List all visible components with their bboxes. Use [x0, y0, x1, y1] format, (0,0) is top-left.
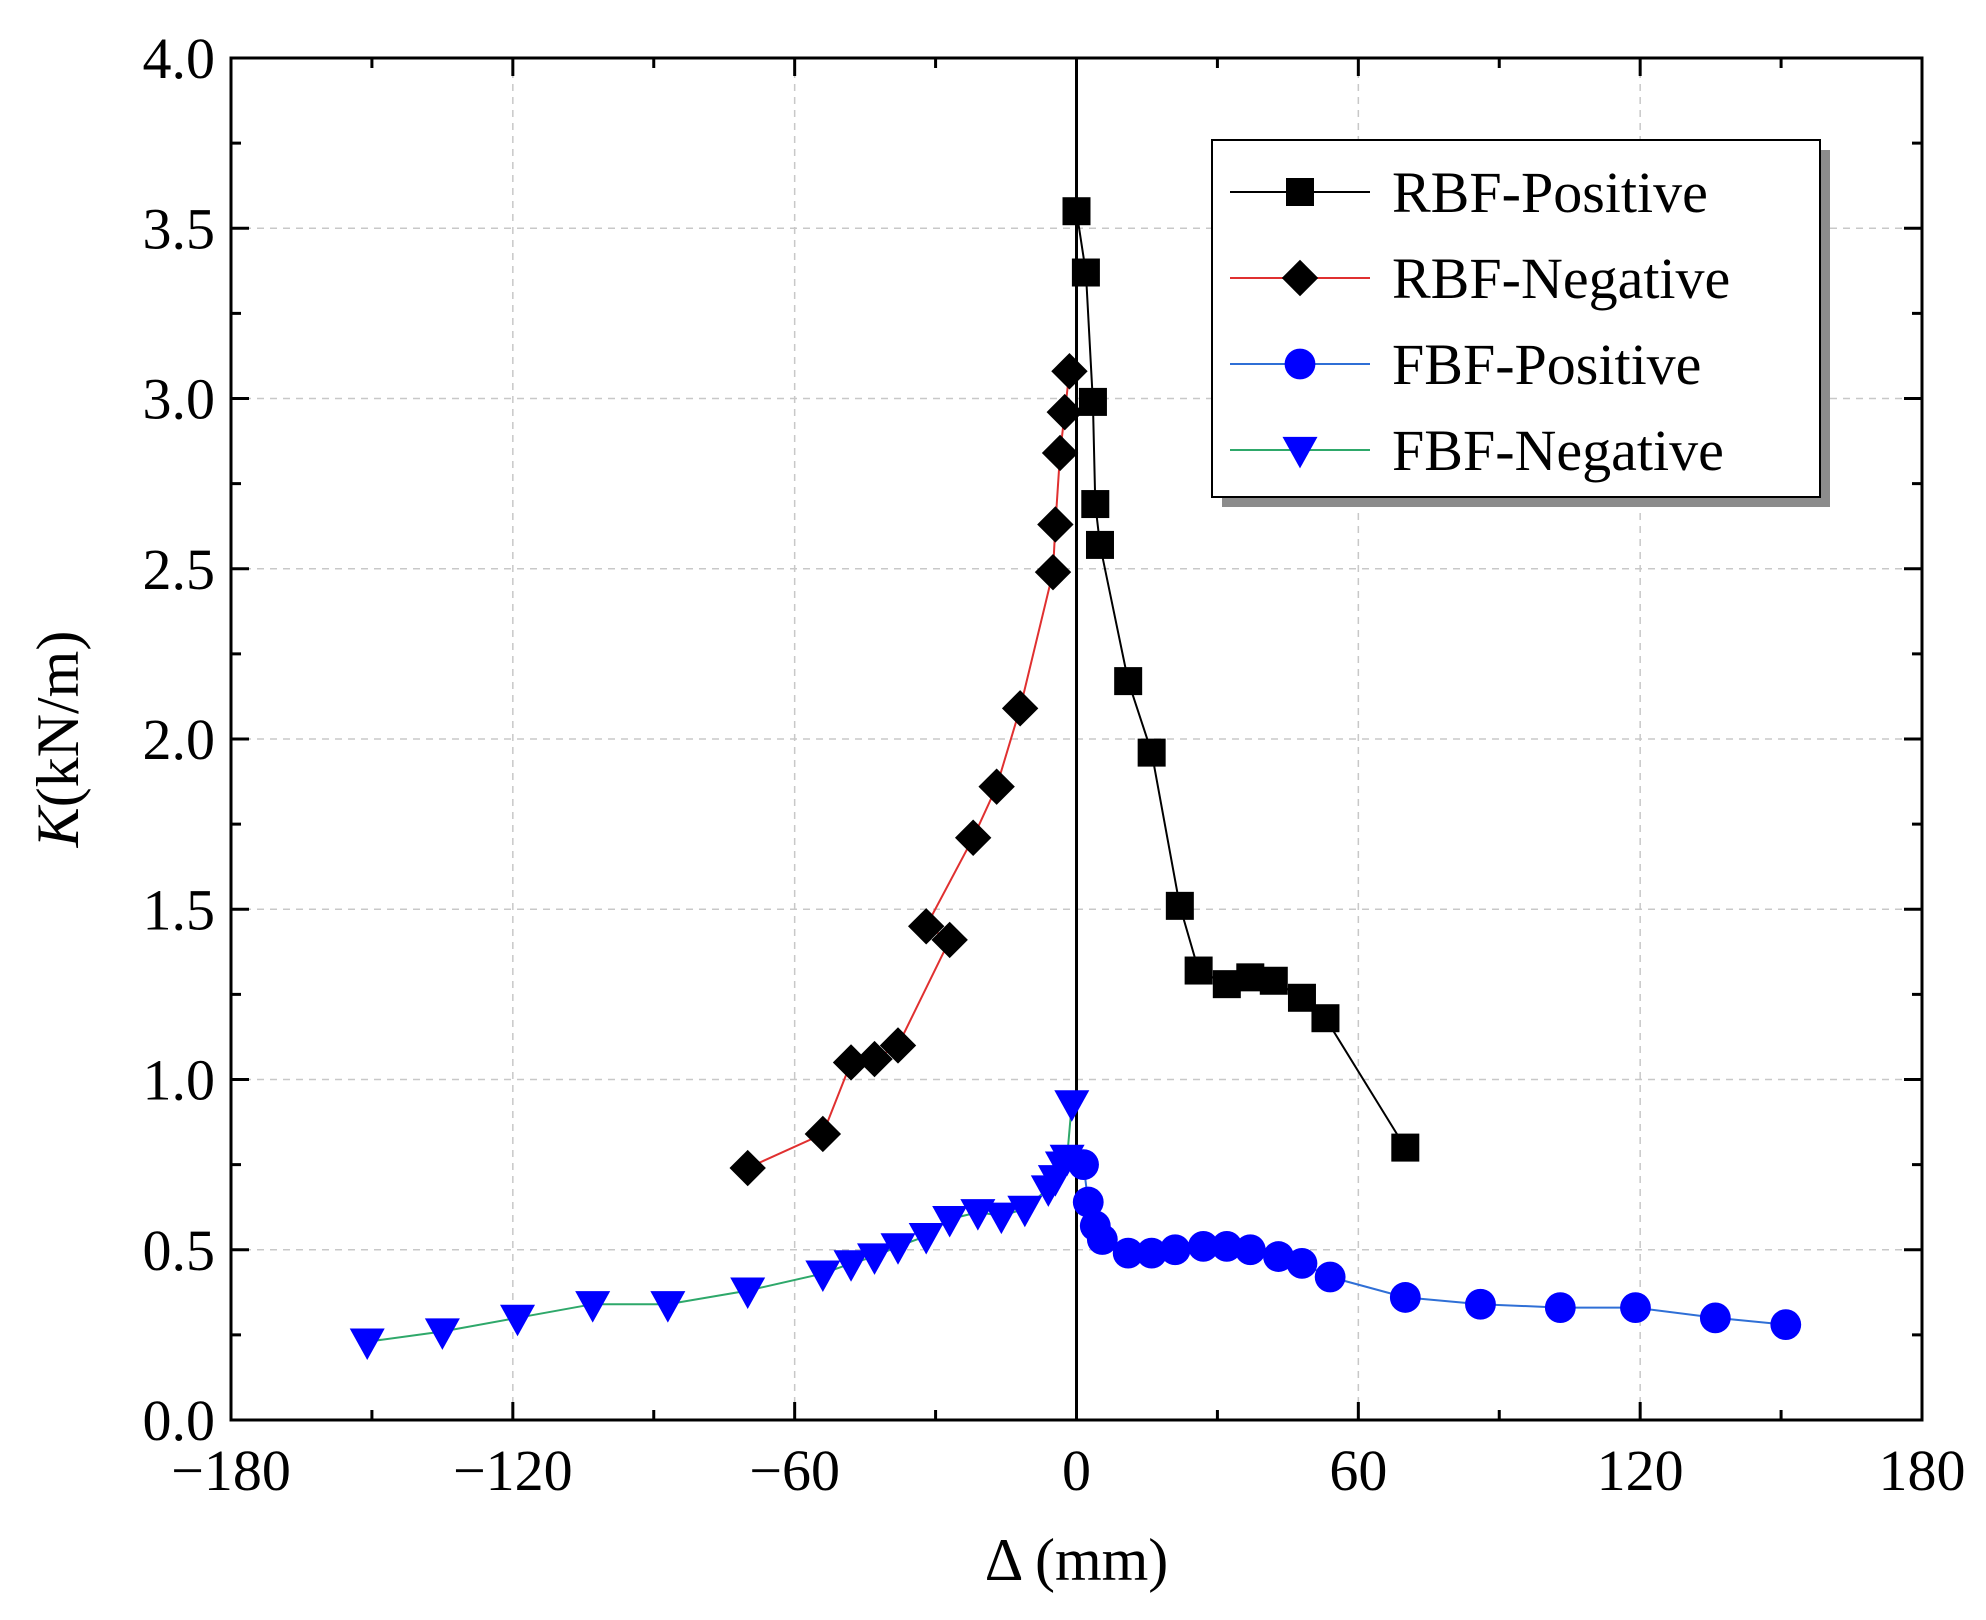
y-tick-label: 0.0 [143, 1388, 216, 1453]
data-point [1078, 387, 1107, 416]
data-point [1081, 490, 1110, 519]
data-point [907, 908, 945, 945]
x-tick-label: 0 [1062, 1438, 1091, 1503]
data-point [1544, 1292, 1576, 1324]
y-tick-label: 2.0 [143, 707, 216, 772]
data-point [1314, 1261, 1346, 1293]
x-tick-label: −180 [171, 1438, 291, 1503]
data-point [1085, 530, 1114, 559]
data-point [1034, 553, 1072, 591]
legend: RBF-Positive RBF-Negative FBF-Positive FBF-… [1211, 139, 1830, 507]
data-point [1112, 1237, 1144, 1269]
y-tick-label: 3.5 [143, 196, 216, 261]
data-point [1046, 393, 1083, 431]
data-point [1041, 434, 1079, 472]
legend-label: FBF-Negative [1392, 418, 1724, 483]
legend-marker [1282, 436, 1318, 469]
data-point [932, 1205, 968, 1238]
series-fbf-negative [349, 1090, 1090, 1361]
data-point [650, 1291, 686, 1323]
data-point [978, 768, 1015, 805]
data-point [1137, 738, 1166, 767]
legend-label: RBF-Positive [1392, 160, 1708, 225]
data-point [500, 1304, 536, 1337]
data-point [1699, 1302, 1731, 1334]
data-point [1234, 1234, 1266, 1266]
data-point [1001, 690, 1039, 727]
legend-marker [1284, 348, 1316, 380]
data-point [879, 1027, 917, 1064]
x-tick-label: −120 [453, 1438, 573, 1503]
data-point [1770, 1309, 1802, 1341]
data-point [1236, 963, 1265, 992]
data-point [1287, 983, 1316, 1012]
series-layer [349, 197, 1802, 1361]
data-point [1159, 1234, 1191, 1266]
x-tick-label: 180 [1879, 1438, 1966, 1503]
data-point [1286, 1247, 1318, 1279]
data-point [730, 1277, 766, 1309]
data-point [1114, 667, 1143, 696]
x-axis-label: Δ (mm) [985, 1527, 1169, 1593]
y-tick-label: 0.5 [143, 1218, 216, 1283]
data-point [960, 1199, 996, 1231]
x-tick-label: 60 [1329, 1438, 1387, 1503]
legend-marker [1281, 259, 1319, 297]
y-tick-label: 1.0 [143, 1048, 216, 1113]
y-tick-label: 1.5 [143, 877, 216, 942]
data-point [1187, 1230, 1219, 1262]
axis-ticks [229, 56, 1924, 1422]
data-point [424, 1318, 460, 1350]
data-point [1391, 1133, 1420, 1162]
data-point [1072, 1186, 1104, 1218]
data-point [805, 1260, 841, 1292]
data-point [1311, 1004, 1340, 1033]
data-point [856, 1040, 893, 1078]
data-point [804, 1115, 842, 1153]
data-point [729, 1149, 766, 1187]
data-point [575, 1291, 611, 1323]
y-axis-label: K(kN/m) [25, 631, 91, 849]
series-rbf-negative [729, 353, 1088, 1187]
y-tick-label: 3.0 [143, 367, 216, 432]
data-point [1184, 956, 1213, 985]
y-tick-label: 4.0 [143, 26, 216, 91]
data-point [983, 1202, 1019, 1235]
y-tick-label: 2.5 [143, 537, 216, 602]
data-point [1054, 1090, 1090, 1122]
legend-label: FBF-Positive [1392, 332, 1701, 397]
data-point [349, 1328, 385, 1361]
axis-tick-labels: −180 −120 −60 0 60 120 180 0.0 0.5 1.0 1.5 2.0 2.5 3.… [143, 26, 1966, 1503]
legend-label: RBF-Negative [1392, 246, 1730, 311]
data-point [1211, 1230, 1243, 1262]
y-axis-label-unit: (kN/m) [25, 631, 91, 808]
data-point [1136, 1237, 1168, 1269]
data-point [1465, 1288, 1496, 1320]
data-point [1389, 1282, 1421, 1313]
data-point [1165, 891, 1194, 920]
data-point [833, 1250, 869, 1282]
data-point [1062, 197, 1091, 226]
data-point [1263, 1241, 1294, 1272]
data-point [1037, 506, 1074, 543]
data-point [1071, 258, 1100, 287]
data-point [1086, 1224, 1118, 1255]
data-point [1620, 1292, 1651, 1324]
x-tick-label: 120 [1597, 1438, 1684, 1503]
data-point [880, 1233, 916, 1265]
data-point [1259, 966, 1288, 995]
data-point [908, 1223, 944, 1255]
data-point [1051, 353, 1088, 390]
series-rbf-positive [1062, 197, 1420, 1162]
data-point [832, 1044, 870, 1081]
data-point [1030, 1175, 1066, 1207]
data-point [1212, 970, 1241, 999]
data-point [954, 819, 992, 856]
legend-marker [1286, 178, 1314, 206]
y-axis-label-symbol: K [25, 804, 91, 848]
x-tick-label: −60 [749, 1438, 840, 1503]
data-point [931, 921, 968, 959]
